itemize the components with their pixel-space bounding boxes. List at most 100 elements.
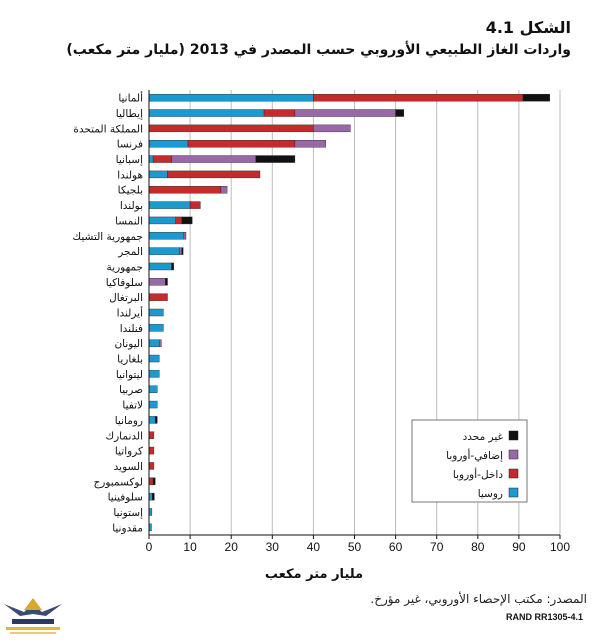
x-tick-label: 50	[348, 540, 362, 554]
category-label: رومانيا	[115, 415, 143, 427]
bar-segment	[148, 416, 156, 424]
bar-segment	[159, 339, 162, 347]
category-label: أيرلندا	[117, 306, 144, 320]
bar-segment	[148, 370, 160, 378]
bar-segment	[181, 216, 193, 225]
legend-swatch	[508, 487, 519, 498]
category-label: مقدونيا	[112, 522, 143, 534]
bar-segment	[189, 201, 201, 209]
x-tick-label: 70	[430, 540, 444, 554]
category-label: السويد	[114, 461, 143, 473]
bar-segment	[171, 155, 257, 163]
category-label: جمهورية	[107, 261, 143, 273]
bar-segment	[148, 216, 176, 225]
category-label: فرنسا	[117, 139, 143, 151]
category-label: لوكسمبورج	[93, 476, 143, 488]
axes	[148, 90, 561, 539]
bar-segment	[183, 232, 187, 240]
x-tick-label: 60	[389, 540, 403, 554]
category-label: سلوفاكيا	[106, 277, 143, 289]
category-label: المجر	[117, 246, 143, 258]
legend-label: روسيا	[478, 488, 503, 500]
legend-label: داخل-أوروبا	[453, 467, 503, 481]
category-labels: ألمانيا إيطاليا المملكة المتحدة فرنسا إسباني…	[73, 91, 144, 535]
category-label: كرواتيا	[115, 446, 143, 458]
bar-segment	[148, 186, 222, 194]
bar-segment	[148, 431, 155, 439]
source-note: المصدر: مكتب الإحصاء الأوروبي، غير مؤرخ.	[370, 592, 587, 606]
legend-box	[411, 419, 528, 503]
x-tick-label: 80	[471, 540, 485, 554]
legend-swatch	[508, 449, 519, 460]
bar-segment	[148, 170, 168, 179]
bar-segment	[148, 400, 158, 409]
bar-segment	[148, 109, 265, 117]
watermark-logo	[4, 598, 62, 634]
bar-segment	[148, 155, 154, 163]
bar-segment	[179, 247, 183, 255]
category-label: بلغاريا	[117, 354, 143, 366]
bar-segment	[171, 262, 174, 271]
bar-segment	[148, 278, 166, 286]
legend-label: إضافي-أوروبا	[446, 448, 503, 462]
category-label: صربيا	[119, 384, 143, 396]
bar-segment	[148, 247, 181, 255]
bar-segment	[181, 247, 184, 255]
category-label: جمهورية التشيك	[73, 231, 143, 243]
bar-segment	[152, 477, 156, 485]
bar-segment	[148, 354, 160, 363]
bar-segment	[148, 477, 154, 485]
bar-segment	[148, 324, 164, 332]
figure-number: الشكل 4.1	[485, 18, 571, 37]
tick-labels: 0 10 20 30 40 50 60 70 80 90 100	[146, 540, 571, 554]
category-label: إيطاليا	[116, 108, 143, 120]
category-label: هولندا	[117, 169, 143, 181]
category-label: بولندا	[120, 200, 143, 212]
category-label: اليونان	[114, 338, 143, 350]
bar-segment	[152, 155, 172, 163]
bar-segment	[263, 109, 296, 117]
x-tick-label: 30	[266, 540, 280, 554]
bar-segment	[175, 216, 183, 225]
category-label: ليتوانيا	[116, 369, 143, 381]
legend-swatch	[508, 468, 519, 479]
x-tick-label: 20	[225, 540, 239, 554]
bar-segment	[294, 109, 396, 117]
bar-segment	[148, 308, 164, 317]
bar-segment	[294, 140, 326, 148]
bar-segment	[148, 93, 314, 102]
category-label: المملكة المتحدة	[73, 123, 143, 135]
x-tick-label: 100	[550, 540, 570, 554]
bar-segment	[255, 155, 296, 163]
bar-segment	[148, 232, 185, 240]
bar-segment	[148, 262, 172, 271]
category-label: لاتفيا	[122, 400, 143, 412]
bars	[148, 93, 550, 532]
bar-segment	[148, 124, 314, 133]
x-tick-label: 10	[183, 540, 197, 554]
bar-segment	[154, 416, 158, 424]
category-label: بلجيكا	[118, 185, 143, 197]
bar-segment	[313, 124, 351, 133]
bar-segment	[165, 278, 168, 286]
grid-lines	[189, 90, 561, 535]
bar-segment	[220, 186, 228, 194]
bar-segment	[148, 446, 155, 455]
legend-label: غير محدد	[463, 431, 504, 443]
category-label: فنلندا	[120, 323, 143, 335]
category-label: الدنمارك	[105, 430, 143, 442]
report-id: RAND RR1305-4.1	[506, 612, 584, 622]
category-label: النمسا	[115, 215, 143, 227]
x-tick-label: 40	[307, 540, 321, 554]
category-label: ألمانيا	[118, 91, 143, 105]
bar-segment	[148, 140, 189, 148]
bar-segment	[148, 201, 191, 209]
category-label: إسبانيا	[116, 154, 143, 166]
bar-segment	[148, 293, 168, 301]
bar-segment	[187, 140, 296, 148]
bar-segment	[148, 385, 158, 393]
legend: غير محدد إضافي-أوروبا داخل-أوروبا روسيا	[411, 419, 528, 503]
category-label: سلوفينيا	[108, 492, 143, 504]
bar-segment	[148, 339, 160, 347]
